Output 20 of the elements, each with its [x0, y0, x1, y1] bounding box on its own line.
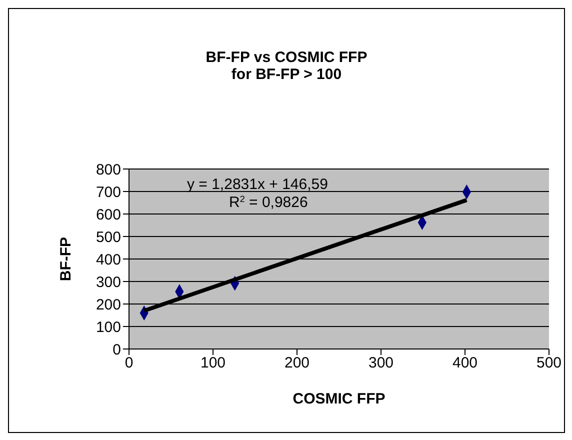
chart-title: BF-FP vs COSMIC FFP	[204, 49, 368, 66]
y-axis-title: BF-FP	[57, 236, 74, 282]
x-tick-label: 200	[284, 354, 310, 372]
y-tick-label: 200	[96, 296, 121, 314]
x-tick-label: 400	[452, 354, 478, 372]
x-axis-title: COSMIC FFP	[292, 390, 386, 408]
annotation: R$^{2}$ = 0,9826	[229, 194, 308, 211]
x-tick-label: 100	[200, 354, 226, 372]
y-tick-label: 600	[96, 206, 121, 224]
y-tick-label: 300	[96, 274, 121, 291]
y-tick-label: 700	[96, 184, 121, 201]
y-tick-label: 400	[96, 251, 121, 268]
y-tick-label: 0	[112, 341, 121, 358]
x-tick-label: 300	[368, 354, 394, 372]
y-tick-label: 500	[96, 228, 121, 246]
chart-subtitle: for BF-FP > 100	[230, 66, 343, 83]
y-tick-label: 100	[96, 318, 121, 336]
x-tick-label: 0	[124, 354, 134, 372]
y-tick-label: 800	[96, 161, 121, 178]
x-tick-label: 500	[536, 354, 562, 372]
